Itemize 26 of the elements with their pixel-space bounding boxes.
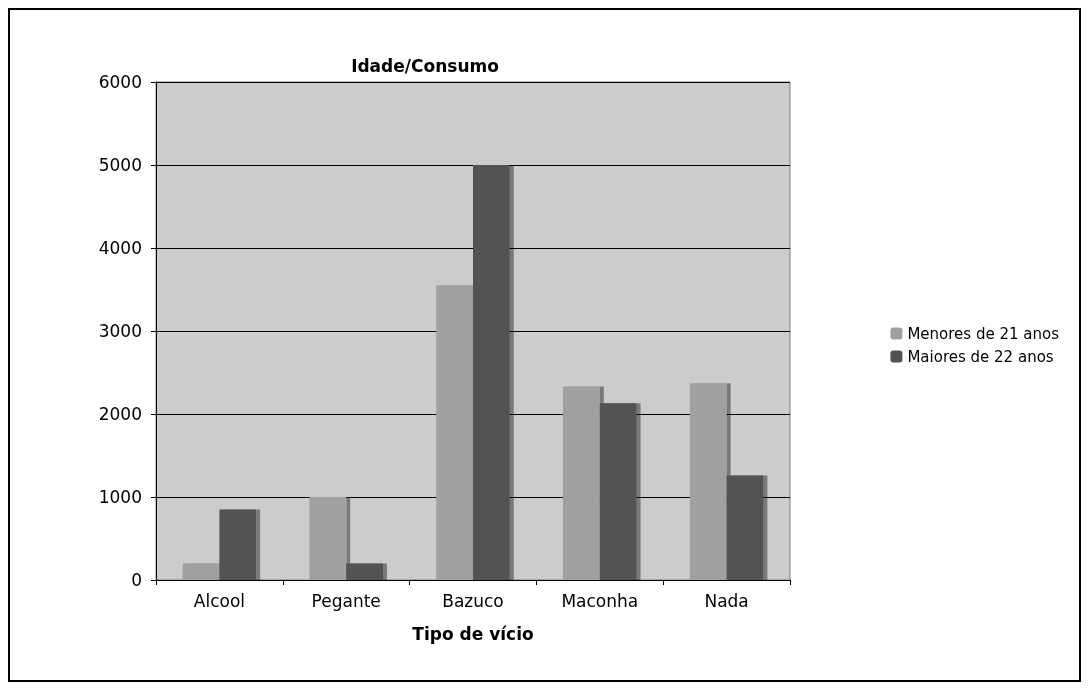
bar xyxy=(599,403,637,580)
y-tick-label: 5000 xyxy=(98,155,142,175)
bar xyxy=(726,475,764,580)
bar xyxy=(689,383,727,580)
legend-label: Maiores de 22 anos xyxy=(907,347,1054,366)
y-tick-label: 6000 xyxy=(98,72,142,92)
y-tick-label: 1000 xyxy=(98,487,142,507)
x-tick-label: Nada xyxy=(704,590,749,611)
bar xyxy=(473,165,510,580)
bar xyxy=(219,509,257,580)
y-tick-label: 0 xyxy=(131,570,142,590)
bar xyxy=(346,563,383,580)
x-tick-label: Maconha xyxy=(561,590,639,611)
x-axis-title: Tipo de vício xyxy=(412,623,534,644)
bar xyxy=(309,497,347,580)
y-tick-label: 2000 xyxy=(98,404,142,424)
bar xyxy=(563,386,600,580)
x-tick-label: Bazuco xyxy=(442,590,504,611)
bar xyxy=(182,563,220,580)
chart-title: Idade/Consumo xyxy=(351,55,499,76)
bar xyxy=(436,285,473,580)
legend-label: Menores de 21 anos xyxy=(907,324,1060,343)
x-tick-label: Alcool xyxy=(193,590,246,611)
x-tick-label: Pegante xyxy=(311,590,381,611)
y-tick-label: 4000 xyxy=(98,238,142,258)
y-tick-label: 3000 xyxy=(98,321,142,341)
